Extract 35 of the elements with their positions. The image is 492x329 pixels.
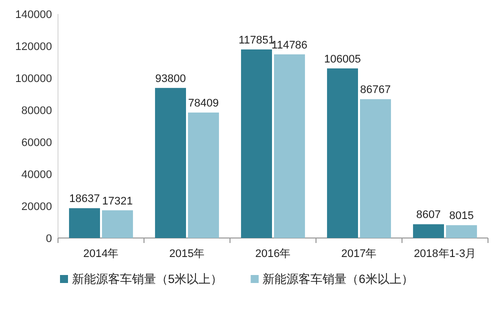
- y-tick-label: 60000: [21, 137, 52, 149]
- x-tick-label: 2014年: [83, 248, 119, 260]
- data-label: 8015: [449, 210, 474, 222]
- data-label: 93800: [155, 72, 186, 85]
- data-label: 8607: [416, 209, 441, 222]
- y-tick-label: 0: [46, 233, 52, 245]
- data-label: 114786: [272, 39, 308, 52]
- bar: [446, 225, 477, 238]
- bar: [327, 68, 358, 238]
- bar: [241, 49, 272, 238]
- bar: [69, 208, 100, 238]
- x-tick-label: 2017年: [341, 248, 377, 260]
- y-tick-label: 80000: [21, 105, 52, 117]
- bar: [188, 112, 219, 238]
- data-label: 18637: [69, 193, 100, 206]
- data-label: 78409: [188, 98, 219, 110]
- legend-label: 新能源客车销量（6米以上）: [262, 272, 414, 286]
- data-label: 86767: [360, 84, 391, 96]
- bar: [413, 224, 444, 238]
- bar: [360, 99, 391, 238]
- bar: [155, 88, 186, 238]
- y-tick-label: 40000: [21, 169, 52, 181]
- y-tick-label: 120000: [15, 41, 52, 53]
- x-tick-label: 2016年: [255, 248, 291, 260]
- y-tick-label: 100000: [15, 73, 52, 85]
- legend-label: 新能源客车销量（5米以上）: [72, 272, 223, 286]
- data-label: 17321: [102, 195, 133, 208]
- x-tick-label: 2015年: [169, 248, 205, 260]
- y-tick-label: 140000: [15, 9, 52, 21]
- x-tick-label: 2018年1-3月: [414, 248, 476, 260]
- y-tick-label: 20000: [21, 201, 52, 213]
- bar: [102, 210, 133, 238]
- data-label: 117851: [238, 34, 274, 46]
- bar: [274, 54, 305, 238]
- data-label: 106005: [324, 53, 361, 66]
